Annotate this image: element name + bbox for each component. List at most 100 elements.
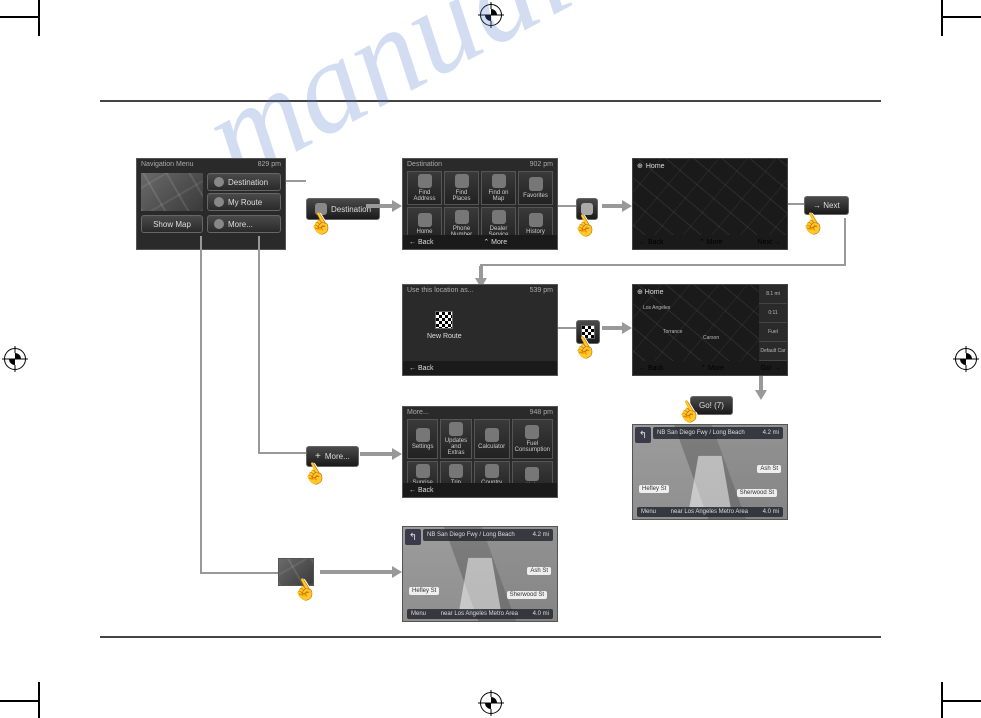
connector-line: [558, 205, 576, 207]
back-button[interactable]: ← Back: [639, 365, 664, 372]
show-map-button[interactable]: Show Map: [141, 215, 203, 233]
grid-cell-settings[interactable]: Settings: [407, 419, 438, 459]
back-button[interactable]: ← Back: [409, 365, 434, 372]
flow-arrow: [759, 376, 763, 392]
connector-line: [558, 327, 576, 329]
more-button[interactable]: ⌃ More: [483, 238, 507, 246]
flow-arrow: [602, 326, 624, 330]
cell-label: Find Places: [447, 190, 476, 202]
grid-cell-updates[interactable]: Updates and Extras: [440, 419, 471, 459]
screen-title: Destination: [407, 161, 442, 168]
cell-label: Find Address: [410, 190, 439, 202]
more-screen: More... 948 pm Settings Updates and Extr…: [402, 406, 558, 498]
flow-arrow: [366, 204, 394, 208]
screen-bottom-bar: ← Back ⌃ More: [403, 235, 557, 249]
option-label: New Route: [427, 333, 462, 340]
sun-icon: [416, 464, 430, 478]
street-label: Hefley St: [639, 485, 669, 493]
road-graphic: [459, 558, 501, 612]
target-icon: ⊕: [637, 162, 643, 170]
more-grid: Settings Updates and Extras Calculator F…: [407, 419, 553, 481]
menu-button[interactable]: Menu: [641, 509, 656, 515]
turn-icon: ↰: [635, 427, 651, 443]
cell-label: Updates and Extras: [443, 438, 468, 456]
map-icon: [492, 174, 506, 188]
go-button[interactable]: Go! →: [761, 365, 781, 372]
map-bottom-bar: Menu near Los Angeles Metro Area 4.0 mi: [637, 507, 783, 517]
flow-arrow: [360, 452, 394, 456]
help-icon: [525, 467, 539, 481]
route-icon: [214, 197, 224, 207]
screen-title: Use this location as...: [407, 287, 474, 294]
button-label: Show Map: [153, 220, 191, 229]
map-navigation-screen: ↰ NB San Diego Fwy / Long Beach4.2 mi As…: [632, 424, 788, 520]
menu-button[interactable]: Menu: [411, 611, 426, 617]
grid-cell-fuel[interactable]: Fuel Consumption: [512, 419, 553, 459]
connector-line: [480, 264, 846, 266]
screen-time: 948 pm: [530, 409, 553, 416]
back-button[interactable]: ← Back: [639, 239, 664, 246]
page-rule-bottom: [100, 636, 881, 638]
street-label: Ash St: [527, 567, 551, 575]
street-label: Sherwood St: [507, 591, 547, 599]
button-label: Destination: [228, 178, 268, 187]
next-button[interactable]: Next →: [758, 239, 781, 246]
home-map-screen: ⊕⊕ HomeHome ← Back ⌃ More Next →: [632, 158, 788, 250]
route-info-panel: 8.1 mi 0:11 Fuel Default Car: [759, 285, 787, 361]
cell-label: Settings: [412, 444, 434, 450]
flow-arrow: [320, 570, 394, 574]
registration-mark-icon: [480, 692, 502, 714]
car-label: Default Car: [759, 342, 787, 361]
turn-distance: 4.2 mi: [763, 430, 779, 436]
step-label: More...: [325, 452, 350, 461]
grid-cell-find-places[interactable]: Find Places: [444, 171, 479, 205]
registration-mark-icon: [4, 348, 26, 370]
destination-grid: Find Address Find Places Find on Map Fav…: [407, 171, 553, 233]
turn-distance: 4.2 mi: [533, 532, 549, 538]
distance-value: 8.1 mi: [759, 285, 787, 304]
places-icon: [455, 174, 469, 188]
checkered-flag-icon: [435, 311, 453, 329]
grid-cell-find-address[interactable]: Find Address: [407, 171, 442, 205]
connector-line: [258, 452, 306, 454]
screen-bottom-bar: ← Back ⌃ More Next →: [633, 235, 787, 249]
screen-bottom-bar: ← Back ⌃ More Go! →: [633, 361, 787, 375]
map-thumbnail: [141, 173, 203, 211]
grid-cell-calculator[interactable]: Calculator: [474, 419, 510, 459]
connector-line: [844, 218, 846, 264]
flow-arrow: [602, 204, 624, 208]
back-button[interactable]: ← Back: [409, 239, 434, 246]
more-button[interactable]: ⌃ More: [700, 364, 724, 372]
road-graphic: [689, 456, 731, 510]
globe-icon: [485, 464, 499, 478]
my-route-button[interactable]: My Route: [207, 193, 281, 211]
street-label: Hefley St: [409, 587, 439, 595]
map-bottom-bar: Menu near Los Angeles Metro Area 4.0 mi: [407, 609, 553, 619]
page-rule-top: [100, 100, 881, 102]
flow-arrow: [479, 266, 483, 280]
more-button[interactable]: ⌃ More: [699, 238, 723, 246]
screen-time: 829 pm: [258, 161, 281, 168]
screen-title: ⊕⊕ HomeHome: [637, 162, 665, 170]
destination-button[interactable]: Destination: [207, 173, 281, 191]
crop-mark: [0, 16, 38, 18]
new-route-option[interactable]: New Route: [427, 311, 462, 340]
screen-time: 539 pm: [530, 287, 553, 294]
crop-mark: [943, 700, 981, 702]
settings-icon: [416, 428, 430, 442]
button-label: More...: [228, 220, 253, 229]
more-button[interactable]: More...: [207, 215, 281, 233]
area-label: near Los Angeles Metro Area: [441, 611, 518, 617]
screen-title: ⊕ Home: [637, 288, 663, 296]
cell-label: Favorites: [523, 193, 548, 199]
distance-label: 4.0 mi: [533, 611, 549, 617]
phone-icon: [455, 210, 469, 224]
back-button[interactable]: ← Back: [409, 487, 434, 494]
grid-cell-favorites[interactable]: Favorites: [518, 171, 553, 205]
time-value: 0:11: [759, 304, 787, 323]
grid-cell-find-on-map[interactable]: Find on Map: [481, 171, 516, 205]
street-label: Ash St: [757, 465, 781, 473]
screen-title: More...: [407, 409, 429, 416]
map-navigation-screen-2: ↰ NB San Diego Fwy / Long Beach4.2 mi As…: [402, 526, 558, 622]
button-label: My Route: [228, 198, 262, 207]
